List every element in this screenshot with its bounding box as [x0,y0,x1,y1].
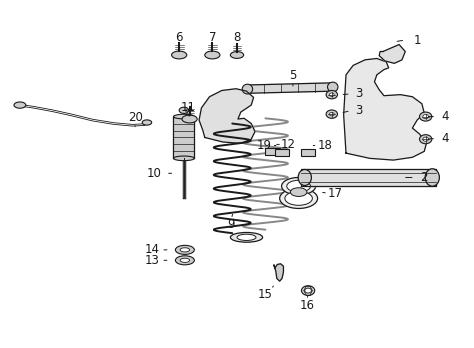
Text: 4: 4 [442,110,449,123]
Ellipse shape [182,115,197,123]
Text: 16: 16 [300,299,315,312]
Polygon shape [173,117,194,158]
Polygon shape [274,264,283,281]
Ellipse shape [242,84,253,94]
Ellipse shape [179,107,189,113]
Text: 1: 1 [413,33,421,47]
Ellipse shape [230,52,244,58]
Text: 7: 7 [209,31,216,44]
Text: 6: 6 [175,31,183,44]
Polygon shape [379,45,405,63]
Polygon shape [301,169,436,186]
Text: 17: 17 [328,187,343,200]
Ellipse shape [305,288,311,293]
Ellipse shape [423,114,428,119]
Ellipse shape [287,180,310,192]
Ellipse shape [425,169,439,186]
Bar [275,149,289,156]
Text: 20: 20 [128,111,143,124]
Polygon shape [199,89,255,143]
Ellipse shape [180,248,190,252]
Text: 9: 9 [228,218,235,231]
Ellipse shape [172,51,187,59]
Ellipse shape [280,188,318,208]
Ellipse shape [419,112,432,121]
Ellipse shape [419,135,432,144]
Ellipse shape [329,93,334,96]
Ellipse shape [290,188,307,196]
Polygon shape [344,58,427,160]
Text: 11: 11 [181,101,196,114]
Text: 3: 3 [356,104,363,117]
Ellipse shape [326,90,337,99]
Text: 2: 2 [420,171,428,184]
Text: 3: 3 [356,87,363,101]
Ellipse shape [285,191,312,205]
Ellipse shape [14,102,26,108]
Ellipse shape [173,156,194,161]
Ellipse shape [328,82,338,92]
Text: 19: 19 [257,139,272,152]
Ellipse shape [180,258,190,262]
Ellipse shape [326,110,337,118]
Text: 14: 14 [144,243,159,256]
Text: 15: 15 [258,287,273,301]
Text: 4: 4 [442,132,449,145]
Text: 10: 10 [146,167,162,180]
Ellipse shape [282,177,316,195]
Ellipse shape [175,256,194,265]
Ellipse shape [175,245,194,254]
Ellipse shape [142,120,152,125]
Ellipse shape [329,112,334,116]
Ellipse shape [298,169,311,185]
Ellipse shape [423,137,428,141]
Text: 18: 18 [317,139,332,152]
Text: 5: 5 [289,69,297,82]
Ellipse shape [230,232,263,242]
Text: 12: 12 [281,138,296,151]
Bar [301,149,315,156]
Ellipse shape [301,286,315,295]
Ellipse shape [205,51,220,59]
Text: 13: 13 [144,254,159,267]
Ellipse shape [173,114,194,119]
Text: 8: 8 [233,31,241,44]
Bar [265,148,280,155]
Ellipse shape [237,234,256,240]
Polygon shape [247,83,334,93]
